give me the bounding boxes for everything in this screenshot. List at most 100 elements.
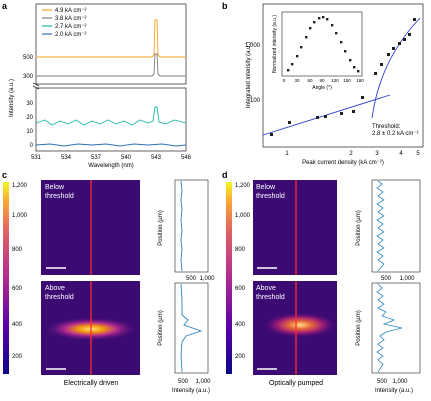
inset-point [326, 18, 329, 21]
colorbar-tick: 600 [235, 286, 246, 292]
data-point [392, 47, 395, 50]
panel-a-xtick: 540 [121, 155, 132, 161]
inset-ylabel: Normalized intensity (a.u.) [272, 15, 278, 73]
panel-b-letter: b [222, 1, 228, 11]
inset-xtick: 180 [356, 78, 364, 83]
colorbar-tick: 200 [12, 354, 23, 360]
panel-b-frame [262, 3, 424, 148]
profile-xtick: 1,000 [392, 379, 408, 385]
colorbar-tick: 1,000 [235, 213, 251, 219]
profile-xtick: 500 [178, 379, 189, 385]
panel-a-xtick: 543 [151, 155, 162, 161]
panel-b-xtick: 3 [375, 151, 379, 157]
profile-ylabel: Position (µm) [356, 310, 362, 345]
panel-b-inset: Normalized intensity (a.u.) [272, 11, 364, 91]
data-point [413, 18, 416, 21]
data-point [316, 116, 319, 119]
panel-c: c 1,200 1,000 800 600 400 200 Below thre… [2, 170, 215, 394]
profile-ylabel: Position (µm) [158, 210, 164, 245]
inset-xtick: 120 [331, 78, 339, 83]
panel-b-ylabel: Integrated intensity (a.u.) [246, 42, 252, 108]
inset-point [287, 69, 290, 72]
axis-break-mark [32, 85, 40, 90]
inset-xtick: 0 [283, 78, 286, 83]
panel-a-ytick: 20 [26, 115, 33, 121]
panel-b-xtick: 2 [349, 151, 353, 157]
profile-xlabel: Intensity (a.u.) [172, 388, 210, 394]
colorbar-tick: 200 [235, 354, 246, 360]
inset-point [357, 70, 360, 73]
panel-a-ylabel: Intensity (a.u.) [9, 79, 15, 117]
panel-b-xtick: 5 [416, 151, 420, 157]
panel-b: b Integrated intensity (a.u.) 100 1,000 [222, 1, 424, 166]
colorbar-tick: 800 [235, 247, 246, 253]
data-point [408, 33, 411, 36]
threshold-value: 2.8 ± 0.2 kA cm⁻² [372, 131, 418, 137]
profile-xtick: 1,000 [399, 276, 415, 282]
colorbar-tick: 600 [12, 286, 23, 292]
profile-below-c [180, 180, 183, 272]
data-point [270, 133, 273, 136]
legend-label: 2.7 kA cm⁻² [55, 24, 87, 30]
inset-point [300, 46, 303, 49]
label-below-1: Below [45, 184, 65, 191]
panel-a-legend: 4.9 kA cm⁻² 3.8 kA cm⁻² 2.7 kA cm⁻² 2.0 … [42, 8, 87, 38]
profile-frame-below-c [174, 179, 209, 273]
spectrum-2.7 [35, 106, 187, 126]
inset-point [340, 41, 343, 44]
profile-ylabel: Position (µm) [158, 310, 164, 345]
inset-point [335, 32, 338, 35]
inset-point [349, 59, 352, 62]
colorbar-tick: 400 [235, 322, 246, 328]
profile-xtick: 500 [381, 276, 392, 282]
panel-b-xtick: 1 [285, 151, 289, 157]
panel-d-letter: d [222, 170, 228, 180]
colorbar-tick: 1,000 [12, 213, 28, 219]
colorbar-d [226, 182, 232, 374]
profile-frame-above-c [174, 282, 209, 374]
label-above-2: threshold [45, 294, 74, 301]
colorbar-tick: 800 [12, 247, 23, 253]
profile-frame-above-d [371, 282, 421, 374]
label-below-2: threshold [256, 193, 285, 200]
inset-point [331, 24, 334, 27]
inset-xtick: 150 [343, 78, 351, 83]
data-point [380, 63, 383, 66]
label-above-1: Above [256, 285, 276, 292]
panel-b-points [270, 18, 416, 136]
panel-a-ytick: 0 [30, 143, 34, 149]
caption-c: Electrically driven [64, 380, 119, 387]
colorbar-tick: 1,200 [235, 183, 251, 189]
colorbar-tick: 1,200 [12, 183, 28, 189]
profile-ylabel: Position (µm) [356, 210, 362, 245]
profile-xtick: 500 [377, 379, 388, 385]
lasing-spot [262, 312, 338, 338]
inset-point [322, 16, 325, 19]
panel-a-xtick: 546 [181, 155, 192, 161]
inset-point [296, 55, 299, 58]
inset-xlabel: Angle (°) [312, 85, 332, 91]
caption-d: Optically pumped [269, 380, 323, 387]
label-above-2: threshold [256, 294, 285, 301]
inset-point [318, 17, 321, 20]
colorbar-tick: 400 [12, 322, 23, 328]
inset-xtick: 60 [307, 78, 313, 83]
profile-above-d [376, 283, 403, 373]
data-point [387, 53, 390, 56]
threshold-label: Threshold: [372, 124, 401, 130]
panel-c-letter: c [2, 170, 7, 180]
panel-d: d 1,200 1,000 800 600 400 200 Below thre… [222, 170, 421, 394]
inset-point [305, 36, 308, 39]
panel-b-xtick: 4 [399, 151, 403, 157]
panel-a-xtick: 537 [91, 155, 102, 161]
panel-a-ytick: 300 [23, 74, 34, 80]
data-point [340, 112, 343, 115]
panel-a-ytick: 10 [26, 129, 33, 135]
spectrum-4.9 [36, 19, 186, 58]
profile-xlabel: Intensity (a.u.) [375, 388, 413, 394]
data-point [398, 42, 401, 45]
spectrum-3.8 [36, 53, 186, 77]
data-point [288, 121, 291, 124]
legend-label: 3.8 kA cm⁻² [55, 16, 87, 22]
